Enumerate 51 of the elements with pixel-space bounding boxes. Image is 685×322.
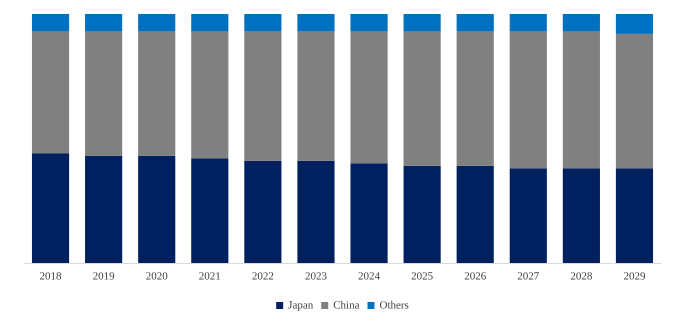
bar [510,14,547,32]
bar [456,14,494,32]
bar [456,31,494,166]
bar [510,168,547,263]
bar [350,14,388,32]
bar [350,163,388,263]
bar [32,153,70,263]
bar [297,14,335,32]
bar [297,31,335,161]
x-tick-label: 2024 [358,270,381,282]
bar [32,14,70,32]
bar [616,168,654,263]
bar [244,160,282,263]
bar [85,14,122,32]
bar [562,31,600,168]
bar [562,14,600,32]
legend-label: Japan [288,300,314,312]
x-tick-label: 2028 [570,270,593,282]
bar [616,14,654,34]
bar [191,14,228,32]
bar [350,31,388,164]
x-tick-label: 2020 [146,270,168,282]
bar [562,168,600,263]
bar [404,166,441,263]
bar [138,14,176,32]
bar [85,31,122,156]
x-tick-label: 2025 [411,270,434,282]
bar [138,31,176,156]
bar [297,160,335,263]
bar [404,14,441,32]
x-tick-label: 2019 [92,270,116,282]
bar [616,34,654,168]
bar [244,31,282,161]
x-tick-label: 2023 [304,270,328,282]
legend-label: China [333,300,360,312]
bar [32,31,70,154]
x-tick-label: 2018 [40,270,62,282]
bar [404,31,441,166]
bar [138,156,176,263]
bar [456,166,494,263]
bar [510,31,547,168]
bar [85,156,122,263]
x-tick-label: 2022 [252,270,274,282]
x-tick-label: 2027 [517,270,540,282]
bar [244,14,282,32]
x-tick-label: 2021 [198,270,221,282]
x-tick-label: 2029 [623,270,646,282]
bar [191,158,228,263]
bar [191,31,228,158]
legend-label: Others [379,300,409,312]
x-tick-label: 2026 [464,270,487,282]
